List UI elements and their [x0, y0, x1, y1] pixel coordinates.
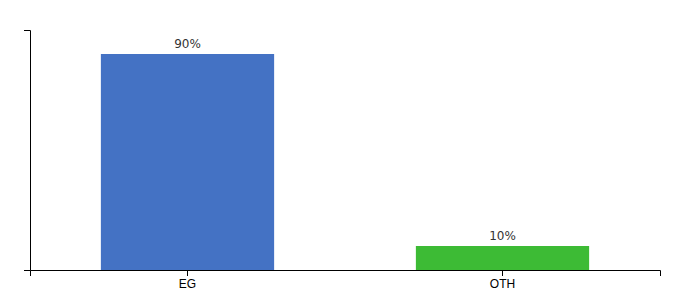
chart: EG OTH 90% 10% [0, 0, 680, 300]
x-tick-label: OTH [490, 277, 515, 291]
bars [101, 54, 589, 270]
bar [101, 54, 274, 270]
x-tick-label: EG [179, 277, 196, 291]
y-axis-line [24, 31, 31, 271]
x-axis: EG OTH [31, 270, 661, 291]
data-label: 90% [174, 37, 201, 51]
data-label: 10% [489, 229, 516, 243]
x-tick-mark [502, 270, 503, 276]
x-tick: EG [179, 270, 196, 291]
data-labels: 90% 10% [174, 37, 516, 243]
x-tick-mark [187, 270, 188, 276]
y-axis [24, 31, 31, 271]
x-tick: OTH [490, 270, 515, 291]
bar [416, 246, 589, 270]
plot: EG OTH 90% 10% [24, 31, 661, 291]
x-axis-line [31, 271, 661, 277]
